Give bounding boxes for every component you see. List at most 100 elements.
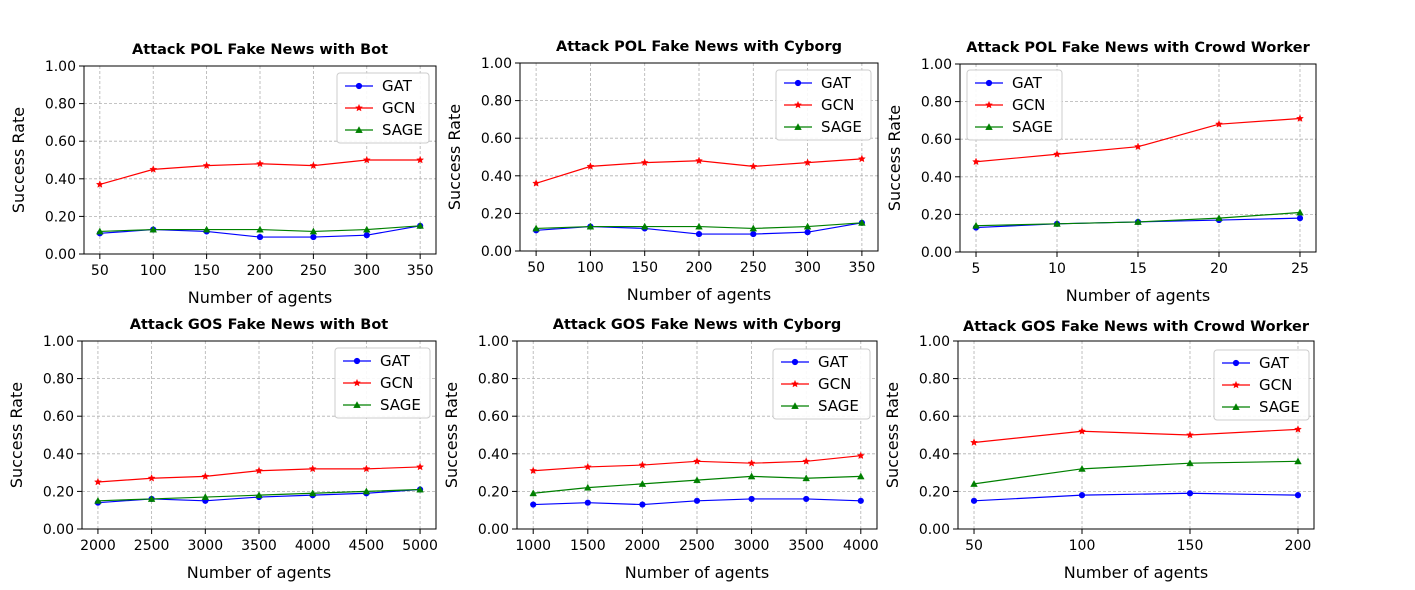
legend-label-sage: SAGE [1012, 118, 1053, 136]
data-point-sage [201, 493, 210, 500]
data-point-gcn [640, 158, 649, 166]
legend-marker-gcn [355, 103, 363, 112]
data-point-gcn [255, 466, 263, 475]
legend-box [775, 69, 872, 141]
legend-marker-sage [791, 402, 799, 409]
data-point-gcn [586, 162, 595, 170]
x-tick-label: 100 [577, 260, 604, 276]
series-sage [529, 472, 865, 497]
legend-label-sage: SAGE [1259, 398, 1300, 416]
legend-marker-gcn [791, 379, 799, 388]
series-sage [972, 208, 1304, 229]
data-point-gcn [95, 180, 104, 188]
chart-panel-5: Attack GOS Fake News with Cyborg 0.00 0.20… [442, 317, 879, 582]
data-point-gat [1296, 215, 1304, 222]
y-axis-label: Success Rate [7, 382, 26, 488]
x-tick-label: 200 [1285, 538, 1312, 554]
legend-box [966, 69, 1063, 141]
y-tick-label: 0.20 [45, 209, 76, 225]
legend-marker-gat [353, 357, 361, 365]
legend-marker-gat [794, 79, 802, 87]
plot-frame [83, 65, 437, 255]
data-point-sage [1053, 219, 1061, 227]
data-point-gat [803, 495, 810, 503]
data-point-sage [802, 474, 810, 482]
data-point-sage [1294, 457, 1302, 465]
y-tick-label: 0.00 [921, 245, 952, 261]
data-point-gcn [857, 154, 866, 163]
y-tick-label: 0.20 [919, 484, 950, 500]
data-point-gcn [529, 466, 538, 475]
data-point-sage [202, 225, 211, 233]
y-tick-label: 0.80 [481, 94, 512, 110]
series-gcn [532, 154, 866, 187]
y-tick-label: 1.00 [919, 334, 950, 350]
data-point-gcn [416, 462, 424, 471]
legend-marker-gcn [353, 378, 361, 387]
x-tick-label: 3000 [187, 538, 223, 554]
chart-title: Attack GOS Fake News with Bot [130, 317, 389, 333]
y-tick-label: 0.40 [45, 172, 76, 188]
legend-label-gcn: GCN [1259, 376, 1292, 394]
data-point-gat [857, 497, 864, 504]
chart-title: Attack POL Fake News with Bot [132, 42, 388, 58]
data-point-sage [584, 483, 592, 491]
data-point-gcn [94, 477, 102, 486]
legend: GAT GCN SAGE [966, 69, 1063, 141]
legend-marker-sage [1232, 403, 1240, 410]
data-point-gcn [202, 161, 211, 169]
legend-label-gcn: GCN [380, 374, 413, 392]
plot-frame [957, 340, 1315, 530]
y-tick-label: 0.20 [921, 207, 952, 223]
y-tick-label: 1.00 [921, 57, 952, 73]
x-tick-label: 3500 [788, 538, 824, 554]
series-gat [970, 490, 1302, 504]
data-point-gcn [1296, 114, 1304, 122]
series-gcn [972, 114, 1304, 166]
y-tick-label: 0.40 [919, 447, 950, 463]
x-tick-label: 4000 [843, 538, 879, 554]
x-tick-label: 150 [193, 263, 220, 279]
data-point-sage [147, 495, 156, 502]
legend-label-gat: GAT [1012, 74, 1043, 92]
x-tick-label: 150 [1177, 538, 1204, 554]
y-tick-label: 0.00 [43, 522, 74, 538]
legend-label-gat: GAT [818, 353, 849, 371]
y-tick-label: 0.40 [478, 447, 509, 463]
data-point-sage [1078, 465, 1086, 472]
y-tick-label: 0.20 [478, 484, 509, 500]
chart-title: Attack POL Fake News with Crowd Worker [966, 40, 1310, 56]
y-tick-label: 0.00 [45, 247, 76, 263]
x-tick-label: 2000 [80, 538, 116, 554]
legend-label-gcn: GCN [821, 96, 854, 114]
x-tick-label: 300 [794, 260, 821, 276]
y-tick-label: 0.60 [478, 409, 509, 425]
data-point-sage [803, 222, 812, 230]
data-point-gat [693, 497, 701, 504]
data-point-gat [1294, 492, 1302, 499]
x-tick-label: 200 [247, 263, 274, 279]
series-line-sage [973, 460, 1298, 485]
x-tick-label: 50 [965, 538, 983, 554]
x-axis-label: Number of agents [625, 563, 769, 582]
data-point-gcn [970, 438, 978, 446]
data-point-gcn [362, 155, 371, 164]
legend-label-sage: SAGE [821, 118, 862, 136]
chart-panel-4: Attack GOS Fake News with Bot 0.00 0.20 0.4… [7, 317, 438, 582]
data-point-gcn [1053, 150, 1061, 158]
y-tick-label: 0.00 [481, 244, 512, 260]
data-point-gcn [308, 464, 317, 473]
x-axis-label: Number of agents [188, 288, 332, 307]
x-tick-label: 350 [849, 260, 876, 276]
data-point-sage [857, 472, 865, 480]
y-tick-label: 0.20 [43, 484, 74, 500]
legend-label-sage: SAGE [818, 397, 859, 415]
x-tick-label: 4500 [349, 538, 385, 554]
data-point-sage [308, 489, 317, 497]
data-point-gat [750, 230, 757, 238]
data-point-sage [309, 227, 318, 235]
x-tick-label: 3000 [734, 538, 770, 554]
y-axis-label: Success Rate [445, 104, 464, 210]
data-point-gcn [695, 156, 703, 165]
